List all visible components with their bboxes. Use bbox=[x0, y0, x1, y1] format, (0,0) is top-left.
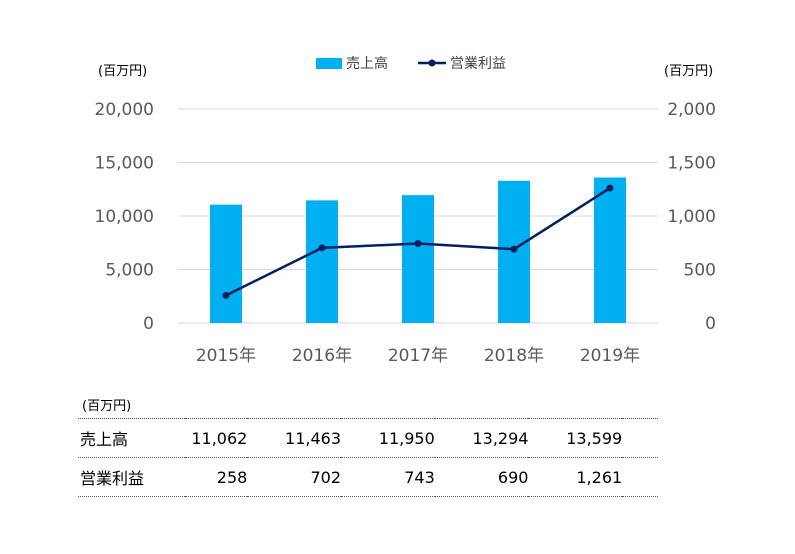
legend-marker-profit bbox=[428, 59, 436, 67]
cell: 13,599 bbox=[528, 418, 623, 458]
data-table: 売上高 11,062 11,463 11,950 13,294 13,599 営… bbox=[78, 418, 658, 497]
cell: 11,950 bbox=[341, 418, 435, 458]
y-left-tick-label: 15,000 bbox=[95, 154, 154, 174]
bar-2015年 bbox=[210, 204, 242, 323]
bar-2019年 bbox=[594, 177, 626, 323]
legend-label-profit: 営業利益 bbox=[450, 56, 506, 72]
cell: 258 bbox=[185, 457, 248, 497]
table-unit: (百万円) bbox=[82, 399, 132, 414]
y-right-tick-label: 500 bbox=[684, 261, 716, 281]
y-left-tick-label: 10,000 bbox=[95, 207, 154, 227]
cell: 690 bbox=[434, 457, 529, 497]
bar-2017年 bbox=[402, 195, 434, 323]
table-pad bbox=[622, 418, 658, 458]
bar-series-sales bbox=[210, 177, 626, 323]
table-pad bbox=[622, 457, 658, 497]
cell: 1,261 bbox=[528, 457, 623, 497]
x-tick-label: 2016年 bbox=[292, 346, 352, 366]
y-right-tick-label: 2,000 bbox=[667, 100, 716, 120]
profit-point-2019年 bbox=[606, 184, 614, 192]
combo-chart: 0 5,000 10,000 15,000 20,000 0 500 1,000 1,500 2… bbox=[95, 55, 716, 366]
x-axis-labels: 2015年 2016年 2017年 2018年 2019年 bbox=[196, 346, 640, 366]
profit-point-2018年 bbox=[510, 245, 518, 253]
profit-point-2015年 bbox=[222, 291, 230, 299]
legend-swatch-sales bbox=[316, 58, 342, 69]
right-axis-ticks: 0 500 1,000 1,500 2,000 bbox=[667, 100, 716, 334]
y-right-tick-label: 0 bbox=[705, 314, 716, 334]
x-tick-label: 2018年 bbox=[484, 346, 544, 366]
left-axis-ticks: 0 5,000 10,000 15,000 20,000 bbox=[95, 100, 154, 334]
profit-point-2016年 bbox=[318, 244, 326, 252]
right-axis-unit: (百万円) bbox=[664, 64, 714, 79]
table-row-operating-profit: 営業利益 258 702 743 690 1,261 bbox=[78, 457, 658, 497]
bar-2016年 bbox=[306, 200, 338, 323]
cell: 702 bbox=[247, 457, 342, 497]
profit-point-2017年 bbox=[414, 239, 422, 247]
y-left-tick-label: 5,000 bbox=[105, 261, 154, 281]
cell: 11,463 bbox=[247, 418, 342, 458]
y-left-tick-label: 20,000 bbox=[95, 100, 154, 120]
y-right-tick-label: 1,000 bbox=[667, 207, 716, 227]
left-axis-unit: (百万円) bbox=[98, 64, 148, 79]
cell: 13,294 bbox=[434, 418, 529, 458]
legend: 売上高 営業利益 bbox=[316, 55, 506, 72]
row-label: 売上高 bbox=[78, 418, 186, 458]
y-right-tick-label: 1,500 bbox=[667, 154, 716, 174]
line-series-operating-profit bbox=[222, 184, 614, 299]
row-label: 営業利益 bbox=[78, 457, 186, 497]
cell: 743 bbox=[341, 457, 435, 497]
cell: 11,062 bbox=[185, 418, 248, 458]
x-tick-label: 2017年 bbox=[388, 346, 448, 366]
y-left-tick-label: 0 bbox=[143, 314, 154, 334]
legend-label-sales: 売上高 bbox=[346, 55, 388, 72]
x-tick-label: 2019年 bbox=[580, 346, 640, 366]
table-row-sales: 売上高 11,062 11,463 11,950 13,294 13,599 bbox=[78, 418, 658, 458]
x-tick-label: 2015年 bbox=[196, 346, 256, 366]
